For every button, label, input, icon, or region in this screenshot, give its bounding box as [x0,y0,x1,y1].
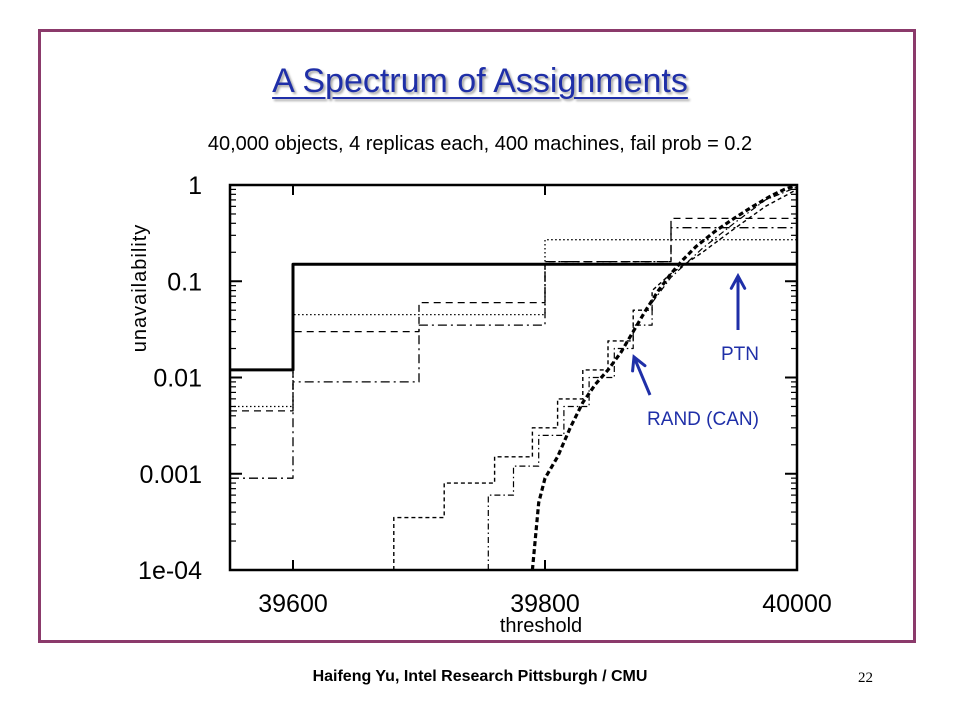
ptn-label: PTN [721,344,759,365]
series-line-ptn [230,262,797,372]
x-tick-label: 40000 [762,590,832,618]
plot-area [228,183,799,572]
plot-border [228,183,799,572]
annotation-layer: PTN RAND (CAN) [631,272,759,430]
ptn-arrow-head [729,272,747,290]
slide-footer: Haifeng Yu, Intel Research Pittsburgh / … [312,668,648,685]
series-line-4 [230,227,797,479]
y-tick-label: 0.1 [167,268,202,296]
y-tick-label: 1e-04 [138,557,202,585]
rand-can-label: RAND (CAN) [647,409,759,430]
slide-subtitle: 40,000 objects, 4 replicas each, 400 mac… [207,133,753,155]
y-tick-label: 0.01 [153,365,202,393]
slide-frame [38,29,916,643]
y-tick-label: 0.001 [139,461,202,489]
x-tick-label: 39800 [510,590,580,618]
series-line-3 [230,217,797,412]
slide-title: A Spectrum of Assignments [272,62,688,100]
series-line-6 [487,186,797,570]
series-layer [230,185,797,570]
page-number: 22 [858,670,873,686]
series-line-5 [393,188,797,570]
y-axis-label: unavailability [129,224,151,353]
rand-arrow [632,356,652,396]
y-tick-label: 1 [188,172,202,200]
x-axis-label: threshold [500,615,582,637]
series-line-rand-can [530,185,797,570]
x-tick-label: 39600 [258,590,328,618]
series-line-2 [230,239,797,408]
rand-arrow-head [631,354,647,373]
axes-layer: 39600 39800 40000 1 0.1 0.01 0.001 1e-04 thresho… [129,172,832,637]
